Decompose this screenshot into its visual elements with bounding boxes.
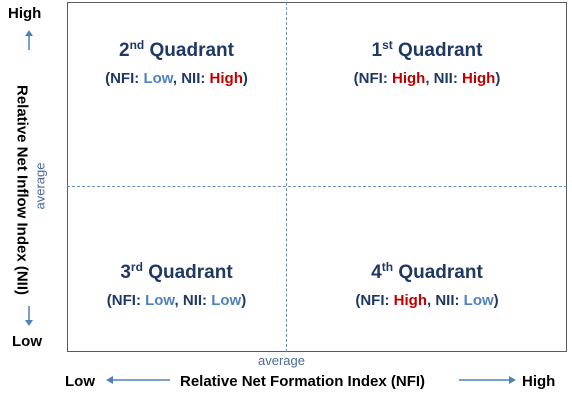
horizontal-average-line [67, 186, 567, 187]
quadrant-4: 4th Quadrant (NFI: High, NII: Low) [287, 260, 567, 309]
nii-value: Low [463, 292, 494, 309]
y-axis-down-arrow-icon [25, 306, 33, 326]
x-axis-right-arrow-icon [459, 376, 516, 384]
quadrant-1-values: (NFI: High, NII: High) [353, 70, 501, 87]
nii-value: High [462, 70, 496, 87]
x-axis-title: Relative Net Formation Index (NFI) [180, 373, 426, 390]
nfi-value: Low [145, 292, 175, 309]
quadrant-1-title: 1st Quadrant [371, 38, 483, 61]
x-axis-low-label: Low [65, 373, 95, 390]
nfi-value: High [393, 292, 427, 309]
y-axis-up-arrow-icon [25, 30, 33, 50]
y-axis-high-label: High [8, 5, 42, 22]
y-axis-low-label: Low [12, 333, 42, 350]
quadrant-1: 1st Quadrant (NFI: High, NII: High) [287, 38, 567, 87]
quadrant-3: 3rd Quadrant (NFI: Low, NII: Low) [67, 260, 286, 309]
quadrant-2-title: 2nd Quadrant [119, 38, 234, 61]
nii-value: High [209, 70, 243, 87]
nfi-value: Low [143, 70, 173, 87]
quadrant-2: 2nd Quadrant (NFI: Low, NII: High) [67, 38, 286, 87]
y-axis-title: Relative Net Inflow Index (NII) [13, 84, 31, 296]
nii-value: Low [211, 292, 242, 309]
x-axis-average-label: average [258, 353, 305, 368]
quadrant-3-values: (NFI: Low, NII: Low) [106, 292, 247, 309]
vertical-average-line [286, 2, 287, 352]
quadrant-4-title: 4th Quadrant [371, 260, 483, 283]
quadrant-frame [67, 2, 567, 352]
x-axis-high-label: High [522, 373, 556, 390]
quadrant-4-values: (NFI: High, NII: Low) [355, 292, 499, 309]
x-axis-left-arrow-icon [106, 376, 170, 384]
quadrant-3-title: 3rd Quadrant [120, 260, 233, 283]
y-axis-average-label: average [32, 162, 48, 210]
quadrant-2-values: (NFI: Low, NII: High) [105, 70, 248, 87]
nfi-value: High [392, 70, 426, 87]
